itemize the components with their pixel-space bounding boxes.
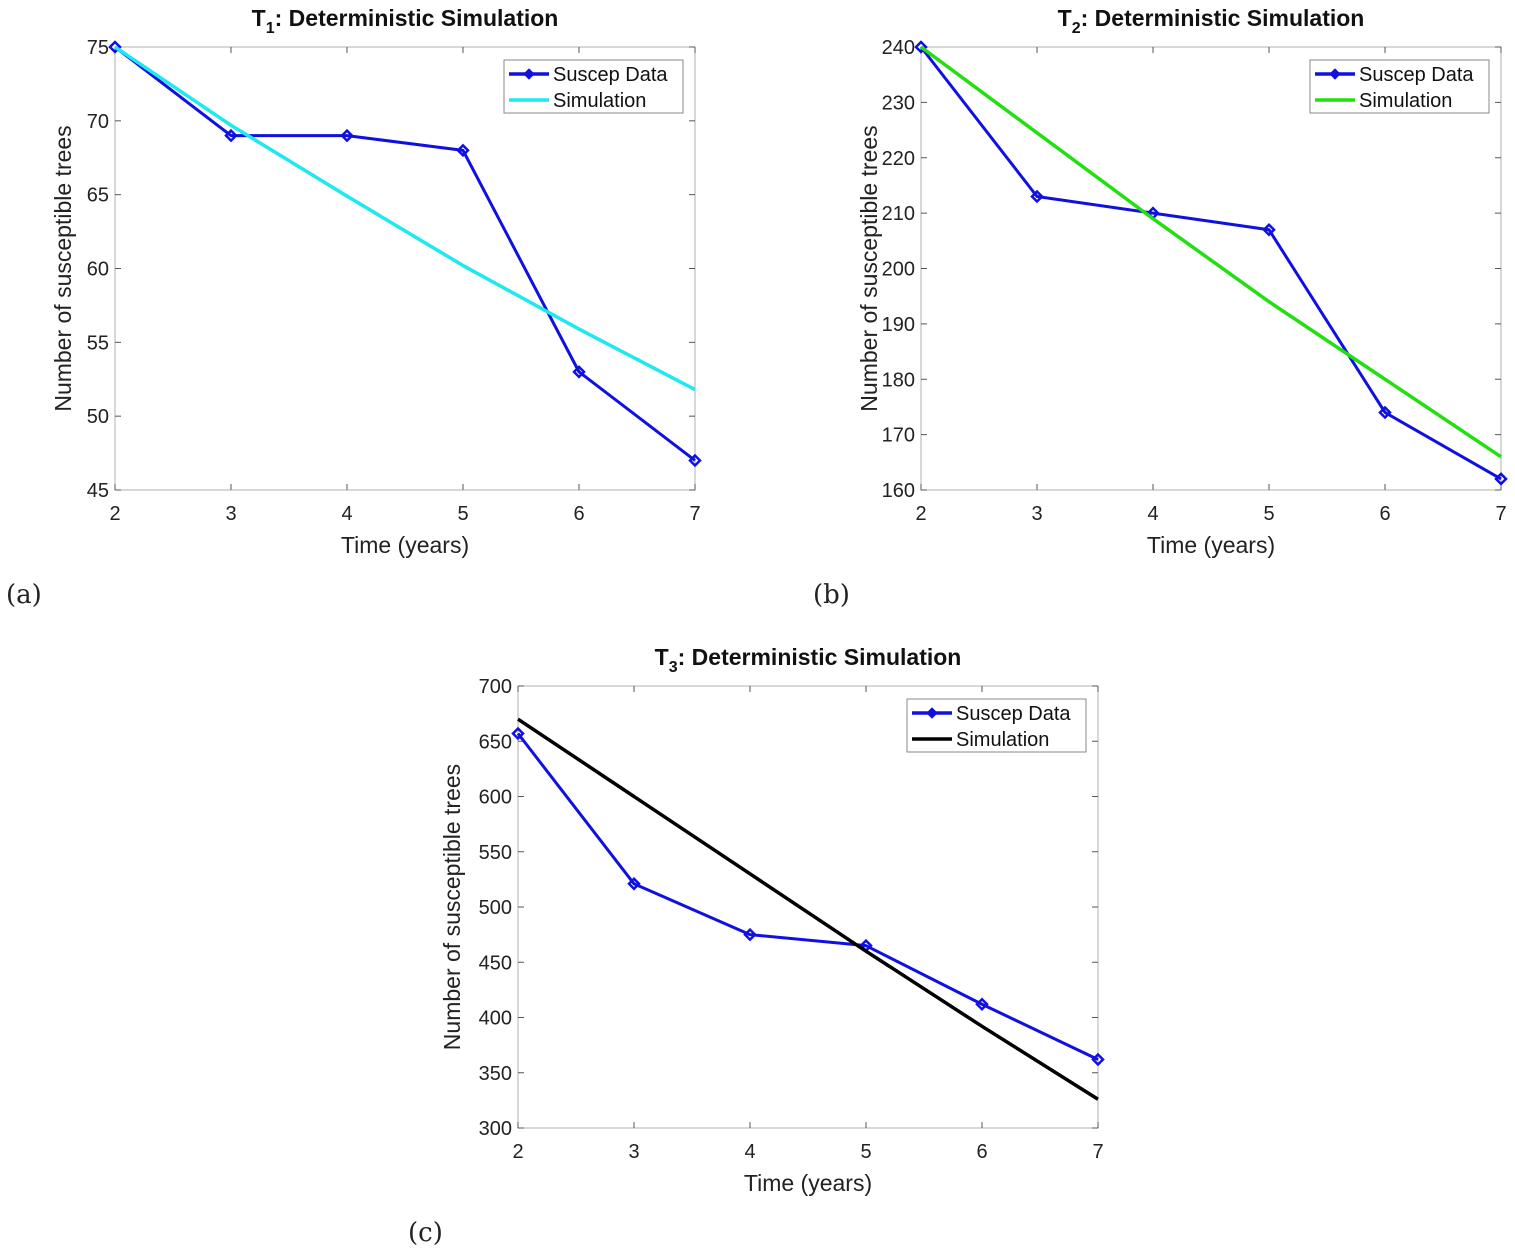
series-line-suscep-data bbox=[919, 46, 1502, 481]
x-tick-label: 7 bbox=[689, 503, 700, 525]
series-line-simulation bbox=[114, 45, 696, 392]
data-point bbox=[1378, 405, 1392, 420]
legend: Suscep Data Simulation bbox=[503, 59, 684, 114]
data-point bbox=[743, 927, 757, 942]
chart-title: T2: Deterministic Simulation bbox=[1058, 5, 1365, 37]
legend-box bbox=[503, 59, 684, 114]
legend-label: Suscep Data bbox=[1359, 64, 1474, 86]
series-line-simulation bbox=[919, 45, 1502, 459]
legend: Suscep Data Simulation bbox=[1309, 59, 1490, 114]
x-tick-label: 7 bbox=[1495, 503, 1506, 525]
y-tick-label: 50 bbox=[87, 406, 109, 428]
panel-label-a: (a) bbox=[6, 580, 42, 610]
x-tick-label: 3 bbox=[225, 503, 236, 525]
y-tick-label: 210 bbox=[882, 203, 915, 225]
data-point bbox=[1494, 472, 1508, 486]
data-point bbox=[627, 877, 641, 891]
y-tick-label: 190 bbox=[882, 314, 915, 336]
plot-area bbox=[920, 46, 1502, 491]
legend-marker bbox=[523, 68, 535, 80]
y-tick-label: 200 bbox=[882, 259, 915, 281]
x-axis-label: Time (years) bbox=[341, 532, 469, 558]
y-tick-label: 650 bbox=[479, 731, 512, 753]
chart-title: T1: Deterministic Simulation bbox=[252, 5, 559, 37]
legend: Suscep Data Simulation bbox=[906, 698, 1087, 753]
x-tick-label: 2 bbox=[109, 503, 120, 525]
x-tick-label: 7 bbox=[1092, 1141, 1103, 1163]
panel-label-c: (c) bbox=[408, 1218, 443, 1248]
y-tick-label: 500 bbox=[479, 897, 512, 919]
x-tick-label: 5 bbox=[457, 503, 468, 525]
x-tick-label: 6 bbox=[976, 1141, 987, 1163]
x-tick-label: 4 bbox=[341, 503, 352, 525]
y-axis-label: Number of susceptible trees bbox=[50, 125, 76, 411]
x-tick-label: 6 bbox=[1379, 503, 1390, 525]
y-tick-label: 170 bbox=[882, 425, 915, 447]
data-point bbox=[224, 128, 238, 143]
y-tick-label: 65 bbox=[87, 185, 109, 207]
legend-label: Simulation bbox=[956, 729, 1049, 751]
data-point bbox=[456, 143, 470, 158]
x-tick-label: 3 bbox=[628, 1141, 639, 1163]
legend-label: Simulation bbox=[553, 90, 646, 112]
data-point bbox=[688, 453, 702, 468]
legend-box bbox=[1309, 59, 1490, 114]
data-point bbox=[1262, 222, 1276, 237]
y-tick-label: 240 bbox=[882, 37, 915, 59]
data-point bbox=[572, 365, 586, 379]
legend-box bbox=[906, 698, 1087, 753]
plot-area bbox=[517, 685, 1099, 1129]
series-line-suscep-data bbox=[114, 45, 696, 462]
data-point bbox=[511, 726, 525, 741]
legend-label: Suscep Data bbox=[553, 64, 668, 86]
y-tick-label: 60 bbox=[87, 259, 109, 281]
data-point bbox=[914, 40, 928, 54]
data-point bbox=[975, 997, 989, 1012]
chart-2: 2 3 4 5 6 7 160 170 180 190 200 210 220 230 240 T2: Det… bbox=[856, 5, 1508, 558]
x-tick-label: 2 bbox=[915, 503, 926, 525]
x-tick-label: 5 bbox=[1263, 503, 1274, 525]
y-tick-label: 70 bbox=[87, 111, 109, 133]
y-tick-label: 180 bbox=[882, 369, 915, 391]
x-tick-label: 4 bbox=[1147, 503, 1158, 525]
y-tick-label: 220 bbox=[882, 148, 915, 170]
legend-label: Simulation bbox=[1359, 90, 1452, 112]
y-axis-label: Number of susceptible trees bbox=[439, 764, 465, 1050]
series-line-suscep-data bbox=[516, 732, 1099, 1061]
legend-marker bbox=[1329, 68, 1341, 80]
legend-label: Suscep Data bbox=[956, 703, 1071, 725]
x-tick-label: 4 bbox=[744, 1141, 755, 1163]
data-point bbox=[1030, 189, 1044, 204]
data-point bbox=[108, 40, 122, 54]
y-tick-label: 75 bbox=[87, 37, 109, 59]
y-tick-label: 230 bbox=[882, 92, 915, 114]
y-tick-label: 350 bbox=[479, 1063, 512, 1085]
y-axis-label: Number of susceptible trees bbox=[856, 125, 882, 411]
y-tick-label: 600 bbox=[479, 787, 512, 809]
y-tick-label: 55 bbox=[87, 332, 109, 354]
y-tick-label: 550 bbox=[479, 842, 512, 864]
chart-title: T3: Deterministic Simulation bbox=[655, 644, 962, 676]
y-tick-label: 45 bbox=[87, 480, 109, 502]
series-line-simulation bbox=[517, 717, 1099, 1101]
x-tick-label: 5 bbox=[860, 1141, 871, 1163]
x-tick-label: 6 bbox=[573, 503, 584, 525]
x-tick-label: 2 bbox=[512, 1141, 523, 1163]
x-axis-label: Time (years) bbox=[744, 1170, 872, 1196]
x-axis-label: Time (years) bbox=[1147, 532, 1275, 558]
x-tick-label: 3 bbox=[1031, 503, 1042, 525]
data-point bbox=[340, 128, 354, 143]
panel-label-b: (b) bbox=[813, 580, 850, 610]
data-point bbox=[1091, 1052, 1105, 1067]
y-tick-label: 160 bbox=[882, 480, 915, 502]
y-tick-label: 700 bbox=[479, 676, 512, 698]
y-tick-label: 400 bbox=[479, 1008, 512, 1030]
legend-marker bbox=[926, 707, 938, 719]
chart-3: 2 3 4 5 6 7 300 350 400 450 500 550 600 650 700 T3: Det… bbox=[439, 644, 1105, 1196]
y-tick-label: 300 bbox=[479, 1118, 512, 1140]
y-tick-label: 450 bbox=[479, 952, 512, 974]
